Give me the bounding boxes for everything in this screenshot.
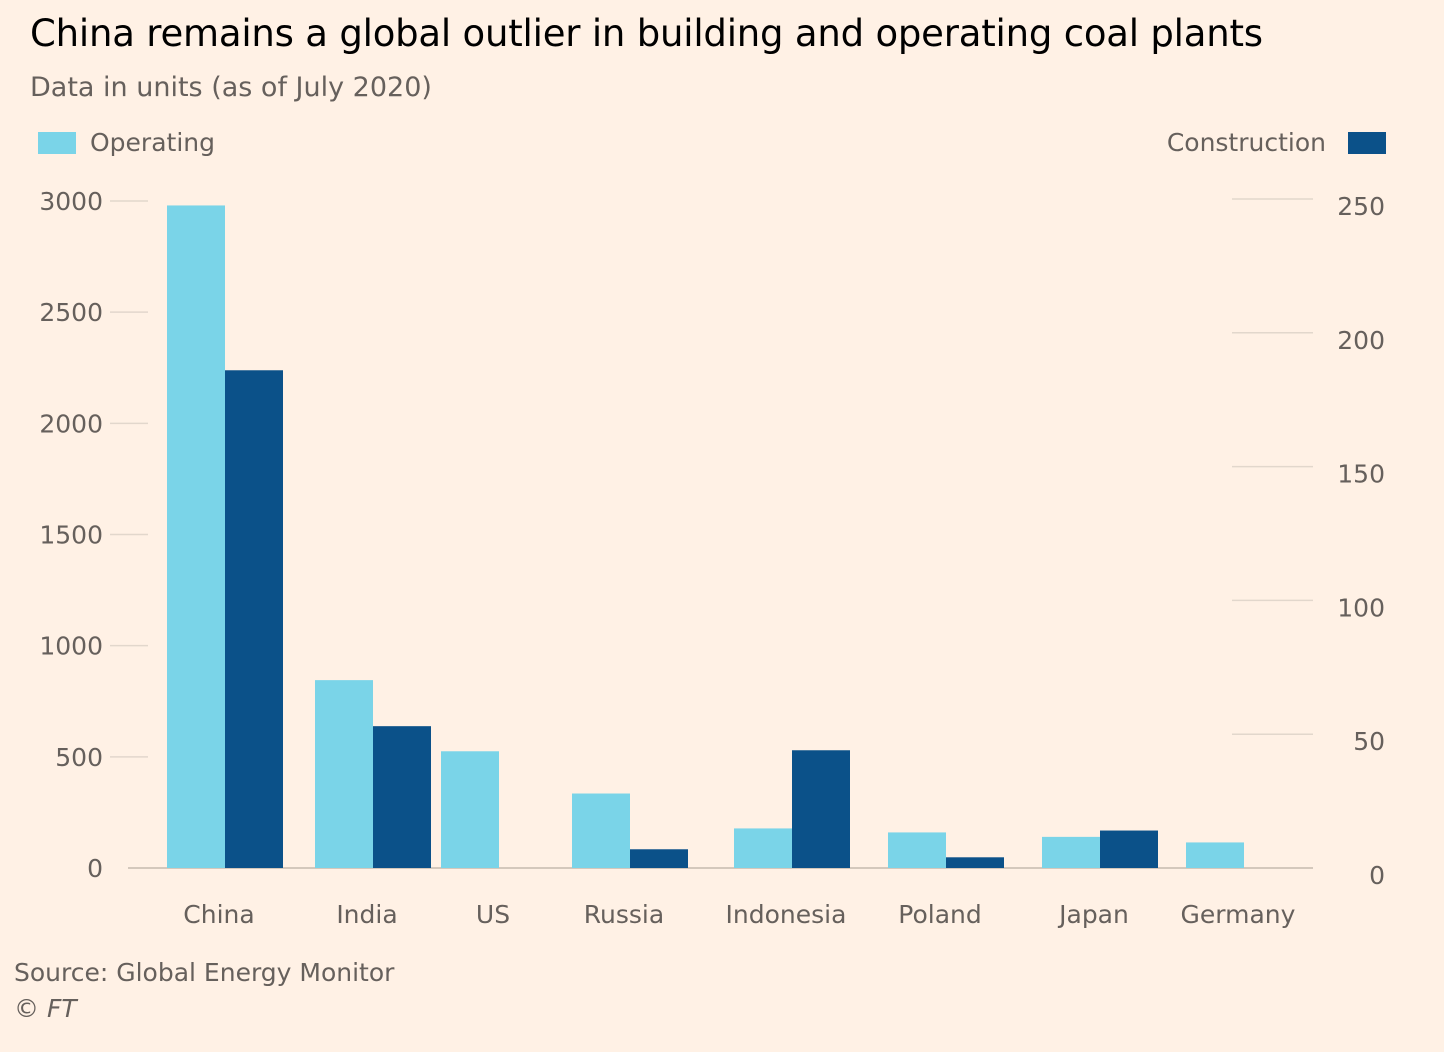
left-axis-tick-label: 2500 [39,298,103,327]
right-axis-tick-label: 0 [1369,861,1385,890]
category-label-germany: Germany [1181,900,1296,929]
left-axis-tick-label: 3000 [39,187,103,216]
bar-construction-russia [630,849,688,868]
copyright-credit: © FT [14,994,77,1023]
bar-operating-japan [1042,836,1100,868]
category-label-japan: Japan [1057,900,1129,929]
category-label-china: China [183,900,254,929]
source-note: Source: Global Energy Monitor [14,958,395,987]
left-axis-tick-label: 500 [55,743,103,772]
category-label-russia: Russia [584,900,664,929]
category-label-india: India [336,900,397,929]
category-label-indonesia: Indonesia [726,900,847,929]
legend-swatch-construction [1348,131,1386,154]
right-axis-tick-label: 50 [1353,727,1385,756]
right-axis-tick-label: 200 [1337,326,1385,355]
category-label-poland: Poland [898,900,981,929]
bar-operating-us [441,751,499,868]
bar-operating-indonesia [734,828,792,868]
right-axis-tick-label: 150 [1337,460,1385,489]
right-axis-tick-label: 100 [1337,593,1385,622]
bar-construction-indonesia [792,750,850,868]
category-label-us: US [476,900,510,929]
bar-operating-poland [888,832,946,868]
bar-operating-germany [1186,842,1244,868]
bar-operating-china [167,205,225,869]
left-axis-tick-label: 1000 [39,632,103,661]
bar-construction-india [373,726,431,868]
bar-construction-japan [1100,830,1158,868]
legend-swatch-operating [38,131,76,154]
legend-construction: Construction [1167,128,1386,157]
left-axis-tick-label: 0 [87,854,103,883]
legend-operating: Operating [38,128,215,157]
right-axis-tick-label: 250 [1337,192,1385,221]
legend-label-operating: Operating [90,128,215,157]
chart-subtitle: Data in units (as of July 2020) [30,72,432,103]
legend-label-construction: Construction [1166,128,1326,157]
bar-operating-russia [572,793,630,868]
chart-title: China remains a global outlier in buildi… [30,12,1263,55]
left-axis-tick-label: 2000 [39,409,103,438]
bar-construction-china [225,370,283,868]
bar-operating-india [315,680,373,868]
bar-construction-poland [946,857,1004,868]
left-axis-tick-label: 1500 [39,521,103,550]
